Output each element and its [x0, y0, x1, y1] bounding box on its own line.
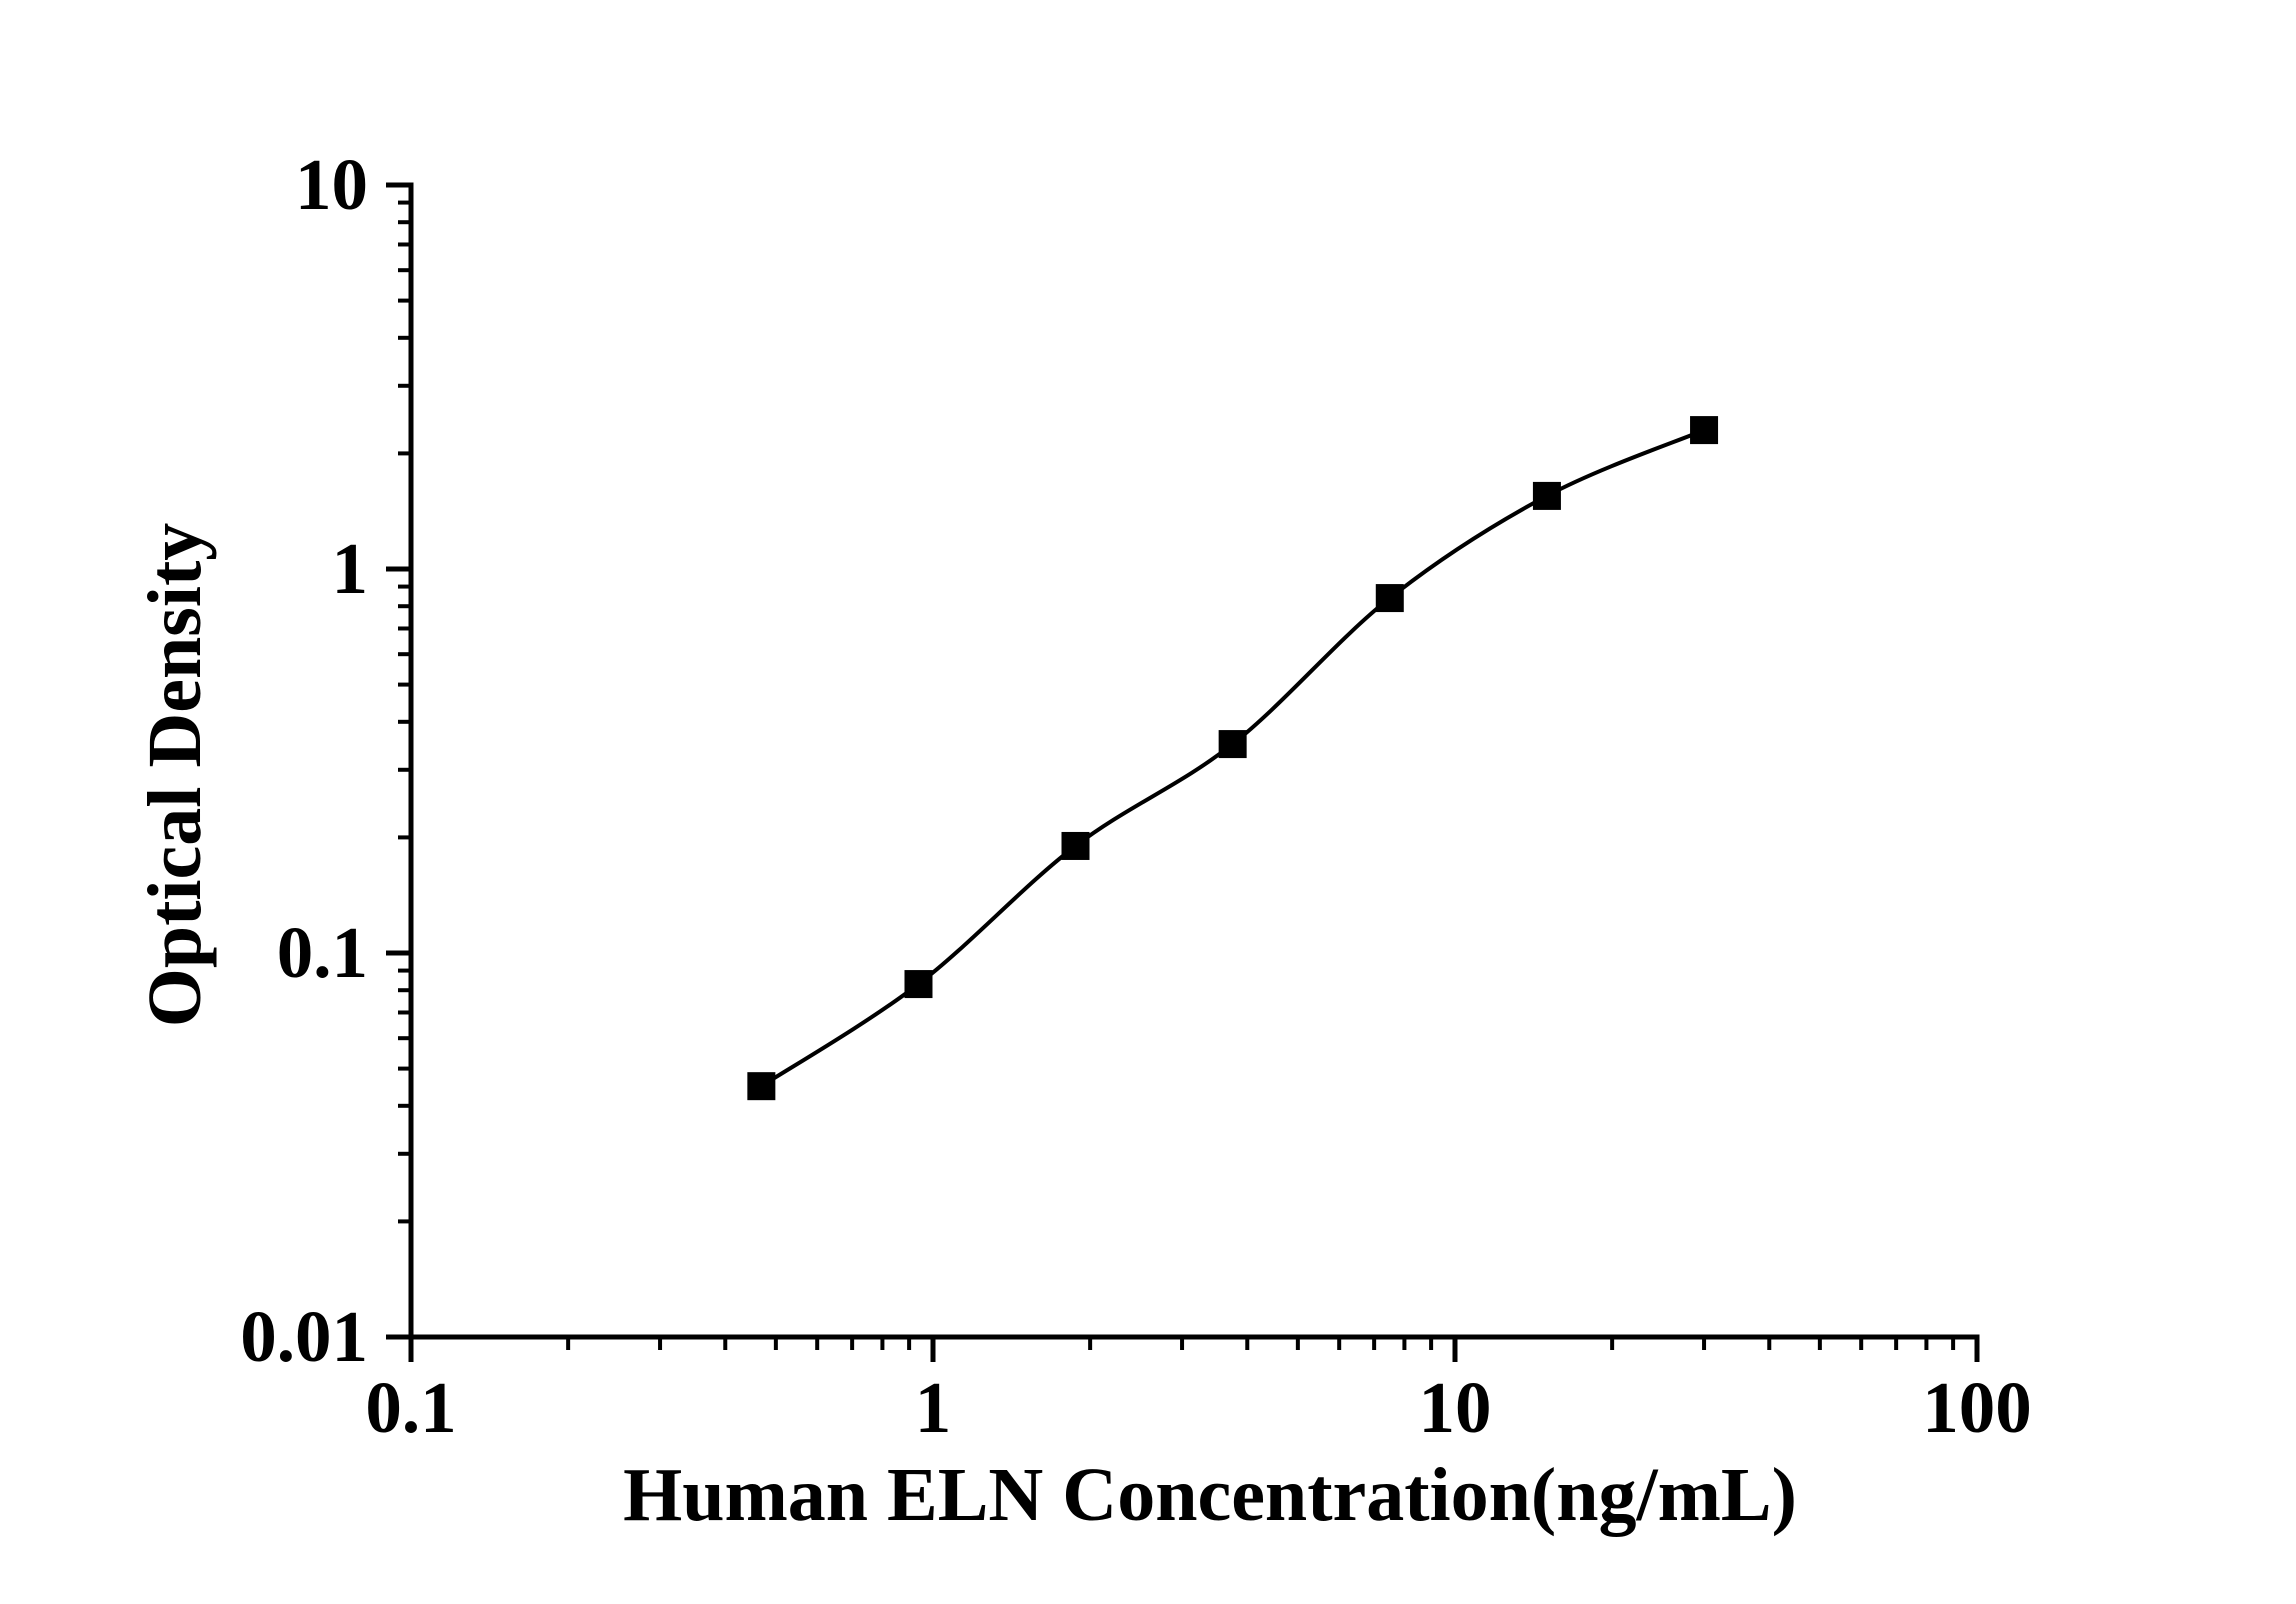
x-tick-label: 100: [1922, 1367, 2032, 1448]
axis-ticks: [386, 182, 1980, 1362]
standard-curve-line: [760, 428, 1705, 1088]
y-tick-label: 10: [295, 144, 368, 225]
x-tick-label: 10: [1419, 1367, 1492, 1448]
data-point-marker: [747, 1072, 776, 1101]
x-tick-label: 0.1: [365, 1367, 456, 1448]
y-tick-label: 1: [332, 528, 369, 609]
data-point-marker: [1690, 416, 1719, 445]
data-point-marker: [1532, 481, 1561, 510]
x-axis-title: Human ELN Concentration(ng/mL): [623, 1453, 1797, 1537]
data-point-marker: [1375, 584, 1404, 613]
x-tick-label: 1: [915, 1367, 952, 1448]
y-axis-title: Optical Density: [133, 523, 217, 1028]
y-tick-label: 0.1: [277, 912, 368, 993]
data-point-marker: [904, 970, 933, 999]
axes: [408, 182, 1980, 1340]
data-series: [747, 416, 1719, 1101]
data-point-marker: [1218, 730, 1247, 759]
y-tick-label: 0.01: [240, 1296, 368, 1377]
data-point-marker: [1061, 831, 1090, 860]
